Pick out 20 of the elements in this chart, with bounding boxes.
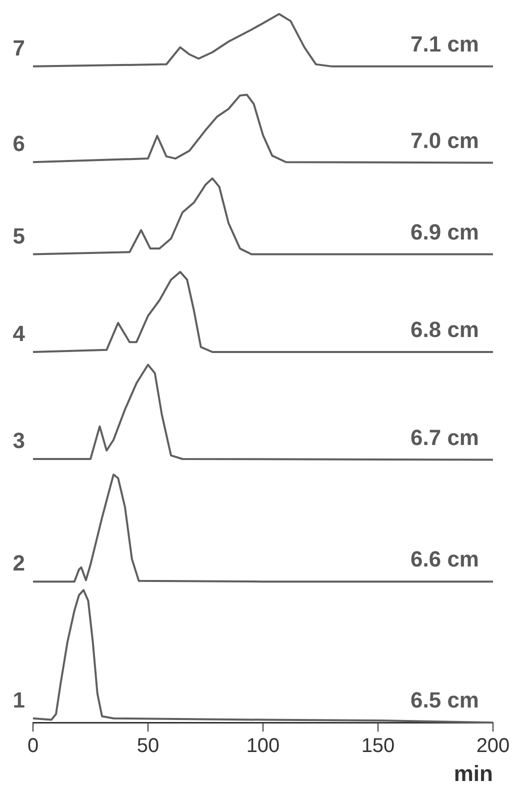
series-label: 6.7 cm [410,424,479,450]
x-tick-label: 0 [27,735,39,758]
text: 3 [12,428,25,454]
series-label: 6.8 cm [410,317,479,342]
x-axis-title: min [454,760,493,786]
x-tick-label: 100 [246,735,280,758]
x-tick-label: 50 [136,735,160,758]
text: 4 [12,321,26,346]
series-label: 6.9 cm [410,219,479,244]
x-tick-label: 150 [361,735,395,758]
series-label: 7.0 cm [410,128,479,153]
x-tick-label: 200 [476,735,510,758]
series-label: 7.1 cm [410,32,479,56]
text: 2 [12,550,25,576]
series-label: 6.6 cm [410,546,479,572]
text: 5 [12,223,25,248]
text: 6 [12,131,25,156]
text: 7 [12,36,25,60]
text: 1 [12,687,25,712]
series-label: 6.5 cm [410,688,479,713]
